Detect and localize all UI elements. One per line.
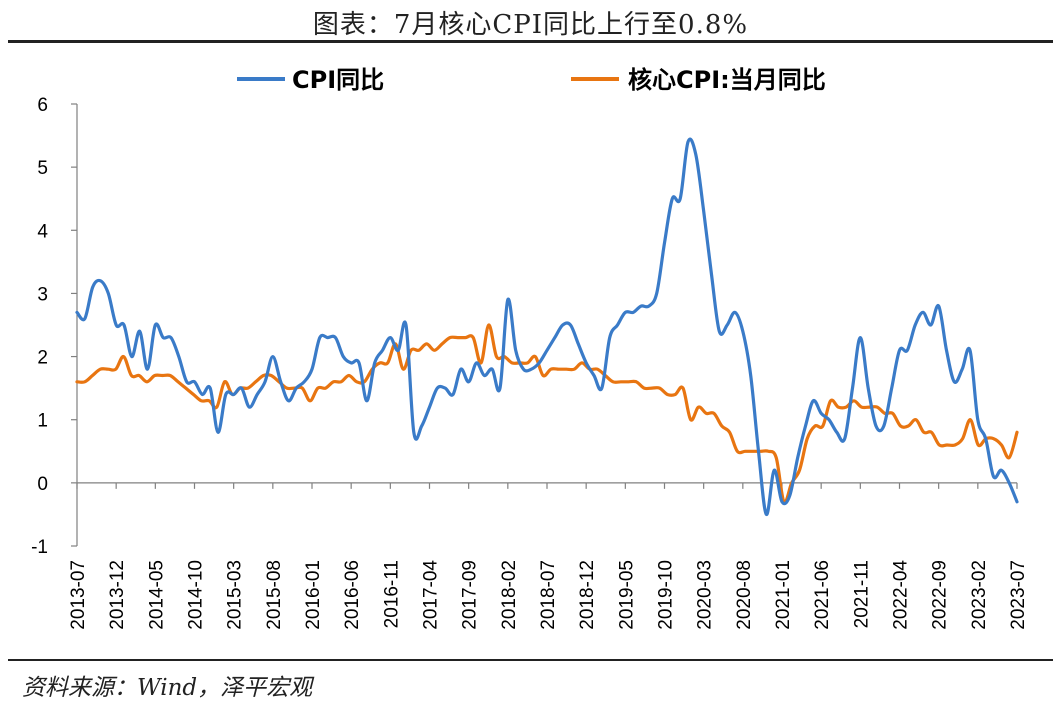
x-tick-label: 2015-03 bbox=[225, 560, 246, 630]
source-note: 资料来源：Wind，泽平宏观 bbox=[22, 675, 313, 701]
legend-cpi-yoy-label: CPI同比 bbox=[292, 66, 384, 94]
x-tick-label: 2016-06 bbox=[342, 560, 363, 630]
y-tick-label: 1 bbox=[37, 411, 48, 432]
y-tick-label: 6 bbox=[37, 95, 48, 116]
x-tick-label: 2023-07 bbox=[1008, 560, 1029, 630]
x-tick-label: 2019-10 bbox=[656, 560, 677, 630]
y-tick-label: 0 bbox=[37, 474, 48, 495]
legend-core-cpi-yoy-label: 核心CPI:当月同比 bbox=[628, 66, 826, 94]
x-tick-label: 2013-12 bbox=[107, 560, 128, 630]
x-tick-label: 2014-05 bbox=[146, 560, 167, 630]
x-tick-label: 2014-10 bbox=[186, 560, 207, 630]
x-tick-label: 2015-08 bbox=[264, 560, 285, 630]
x-tick-label: 2021-01 bbox=[773, 560, 794, 630]
x-tick-label: 2023-02 bbox=[969, 560, 990, 630]
y-tick-label: -1 bbox=[31, 537, 48, 558]
x-tick-label: 2020-03 bbox=[695, 560, 716, 630]
x-tick-label: 2017-04 bbox=[421, 560, 442, 630]
x-tick-label: 2020-08 bbox=[734, 560, 755, 630]
bottom-rule bbox=[8, 659, 1053, 661]
x-tick-label: 2022-09 bbox=[930, 560, 951, 630]
x-tick-label: 2021-11 bbox=[851, 560, 872, 628]
y-tick-label: 3 bbox=[37, 284, 48, 305]
x-tick-label: 2017-09 bbox=[460, 560, 481, 630]
x-tick-label: 2013-07 bbox=[68, 560, 89, 630]
y-tick-label: 4 bbox=[37, 221, 48, 242]
x-tick-label: 2021-06 bbox=[812, 560, 833, 630]
x-tick-label: 2018-12 bbox=[577, 560, 598, 630]
y-tick-label: 2 bbox=[37, 348, 48, 369]
top-rule bbox=[8, 40, 1053, 43]
x-tick-label: 2016-11 bbox=[381, 560, 402, 628]
y-tick-label: 5 bbox=[37, 158, 48, 179]
x-tick-label: 2022-04 bbox=[891, 560, 912, 630]
x-tick-label: 2016-01 bbox=[303, 560, 324, 630]
chart-title: 图表：7月核心CPI同比上行至0.8% bbox=[312, 10, 749, 40]
x-tick-label: 2018-07 bbox=[538, 560, 559, 630]
x-tick-label: 2018-02 bbox=[499, 560, 520, 630]
line-chart: -1 0 1 2 3 4 5 6 2013-07 2013-12 2014-05 2014-10 201… bbox=[31, 66, 1029, 630]
cpi-yoy-line bbox=[75, 137, 1019, 517]
x-tick-label: 2019-05 bbox=[616, 560, 637, 630]
